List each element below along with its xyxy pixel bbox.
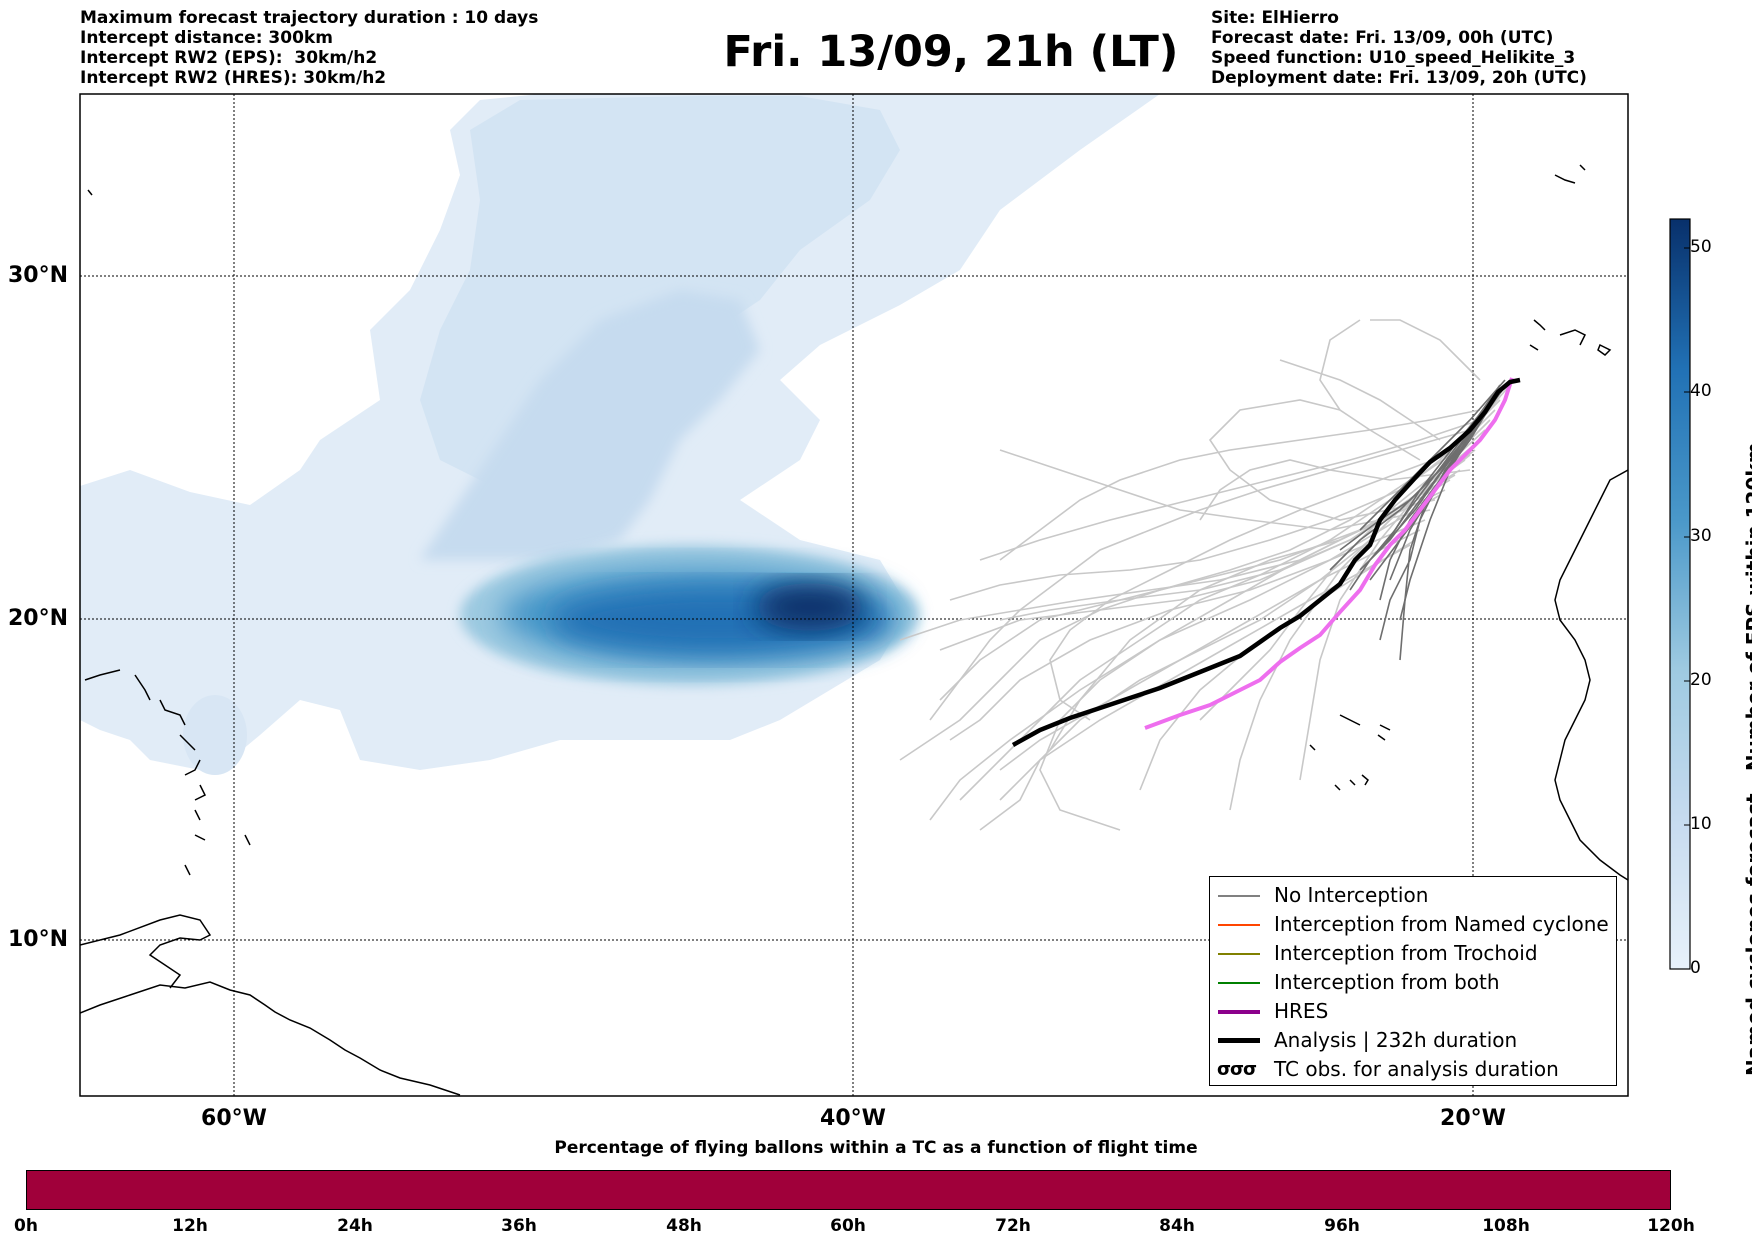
analysis-track xyxy=(1011,377,1521,747)
header-right: Site: ElHierro Forecast date: Fri. 13/09… xyxy=(1211,8,1587,88)
lon-label-20w: 20°W xyxy=(1440,1106,1506,1131)
canary-islands xyxy=(1529,319,1612,356)
tc-obs-symbol-icon: σσσ xyxy=(1217,1059,1257,1080)
ensemble-light xyxy=(899,319,1511,831)
time-tick-120h: 120h xyxy=(1647,1216,1695,1236)
azores xyxy=(1554,174,1576,184)
lesser-antilles xyxy=(84,669,251,876)
page-title: Fri. 13/09, 21h (LT) xyxy=(723,27,1179,77)
density-peak xyxy=(755,583,865,631)
caribbean-coast xyxy=(80,914,212,989)
time-bar-title: Percentage of flying ballons within a TC… xyxy=(554,1138,1198,1158)
time-tick-0h: 0h xyxy=(14,1216,38,1236)
intercept-distance-text: Intercept distance: 300km xyxy=(80,28,333,48)
legend-item-analysis: Analysis | 232h duration xyxy=(1210,1026,1616,1055)
map-legend: No Interception Interception from Named … xyxy=(1209,876,1617,1086)
deployment-date-text: Deployment date: Fri. 13/09, 20h (UTC) xyxy=(1211,68,1587,88)
density-small-blob xyxy=(183,695,247,775)
ensemble-trajectories xyxy=(899,319,1511,831)
time-tick-96h: 96h xyxy=(1324,1216,1360,1236)
legend-item-hres: HRES xyxy=(1210,997,1616,1026)
legend-item-tc-obs: σσσ TC obs. for analysis duration xyxy=(1210,1055,1616,1084)
map-frame xyxy=(79,93,1629,1097)
header-left: Maximum forecast trajectory duration : 1… xyxy=(80,8,538,88)
colorbar-tick-10: 10 xyxy=(1690,814,1712,834)
time-tick-84h: 84h xyxy=(1159,1216,1195,1236)
lat-label-10n: 10°N xyxy=(8,927,69,952)
forecast-date-text: Forecast date: Fri. 13/09, 00h (UTC) xyxy=(1211,28,1554,48)
lon-label-40w: 40°W xyxy=(820,1106,886,1131)
colorbar-tick-40: 40 xyxy=(1690,381,1712,401)
coastlines xyxy=(80,164,1628,1096)
time-tick-48h: 48h xyxy=(666,1216,702,1236)
max-duration-text: Maximum forecast trajectory duration : 1… xyxy=(80,8,539,28)
time-tick-60h: 60h xyxy=(830,1216,866,1236)
time-tick-36h: 36h xyxy=(501,1216,537,1236)
time-tick-24h: 24h xyxy=(337,1216,373,1236)
colorbar-tick-0: 0 xyxy=(1690,958,1701,978)
south-america-coast xyxy=(80,981,461,1096)
speed-function-text: Speed function: U10_speed_Helikite_3 xyxy=(1211,48,1576,68)
lat-label-20n: 20°N xyxy=(8,606,69,631)
africa-coast xyxy=(1554,469,1628,881)
time-tick-108h: 108h xyxy=(1482,1216,1530,1236)
legend-item-both: Interception from both xyxy=(1210,968,1616,997)
colorbar-gradient xyxy=(1669,218,1691,970)
legend-item-no-interception: No Interception xyxy=(1210,881,1616,910)
density-mid xyxy=(420,290,760,560)
colorbar xyxy=(1669,218,1691,970)
colorbar-label: Named cyclones forecast - Number of EPS … xyxy=(1742,442,1752,1076)
legend-item-named-cyclone: Interception from Named cyclone xyxy=(1210,910,1616,939)
hres-track xyxy=(1144,377,1514,730)
legend-item-trochoid: Interception from Trochoid xyxy=(1210,939,1616,968)
colorbar-tick-50: 50 xyxy=(1690,237,1712,257)
lon-label-60w: 60°W xyxy=(201,1106,267,1131)
time-tick-72h: 72h xyxy=(995,1216,1031,1236)
site-text: Site: ElHierro xyxy=(1211,8,1339,28)
intercept-hres-text: Intercept RW2 (HRES): 30km/h2 xyxy=(80,68,387,88)
lat-label-30n: 30°N xyxy=(8,263,69,288)
time-bar xyxy=(26,1170,1671,1210)
intercept-eps-text: Intercept RW2 (EPS): 30km/h2 xyxy=(80,48,378,68)
cape-verde xyxy=(1309,714,1391,791)
time-tick-12h: 12h xyxy=(172,1216,208,1236)
colorbar-tick-30: 30 xyxy=(1690,526,1712,546)
cyclone-density-field xyxy=(80,94,1160,775)
colorbar-tick-20: 20 xyxy=(1690,670,1712,690)
